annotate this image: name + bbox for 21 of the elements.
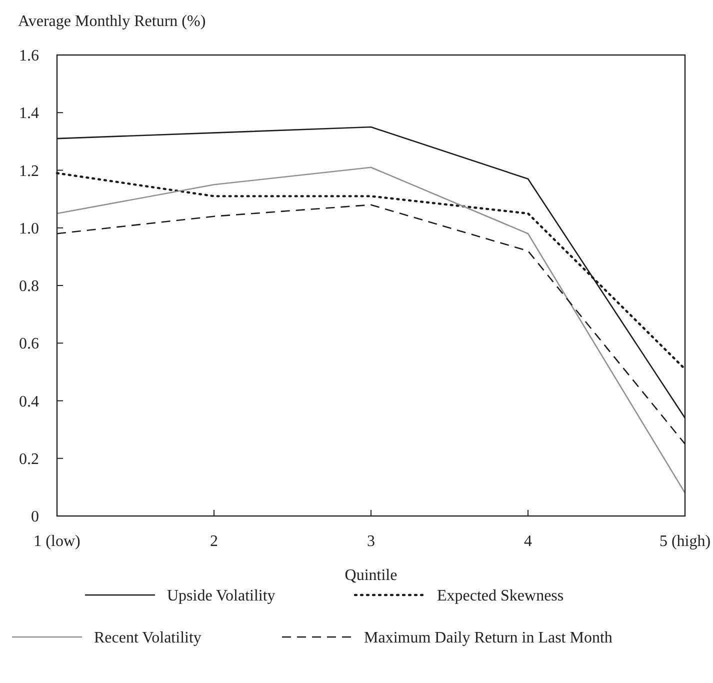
x-tick-label: 1 (low) [34,533,80,550]
x-tick-label: 3 [367,533,375,550]
y-tick-label: 0.8 [19,278,39,296]
y-tick-label: 0.2 [19,450,39,468]
x-tick-label: 2 [210,533,218,550]
y-tick-label: 1.0 [19,220,39,238]
y-tick-label: 1.2 [19,162,39,180]
y-tick-label: 0 [31,508,39,526]
y-tick-label: 1.6 [19,48,39,65]
y-tick-label: 0.4 [19,393,39,410]
legend-label: Expected Skewness [437,588,564,605]
y-axis-title: Average Monthly Return (%) [18,13,206,30]
legend-label: Recent Volatility [94,630,202,647]
y-tick-label: 0.6 [19,336,39,353]
legend-label: Upside Volatility [167,588,276,605]
y-tick-label: 1.4 [19,105,39,122]
x-tick-label: 5 (high) [659,533,711,550]
x-axis-title: Quintile [344,567,398,584]
x-tick-label: 4 [524,533,532,550]
legend-label: Maximum Daily Return in Last Month [364,630,612,647]
line-series [56,166,686,494]
